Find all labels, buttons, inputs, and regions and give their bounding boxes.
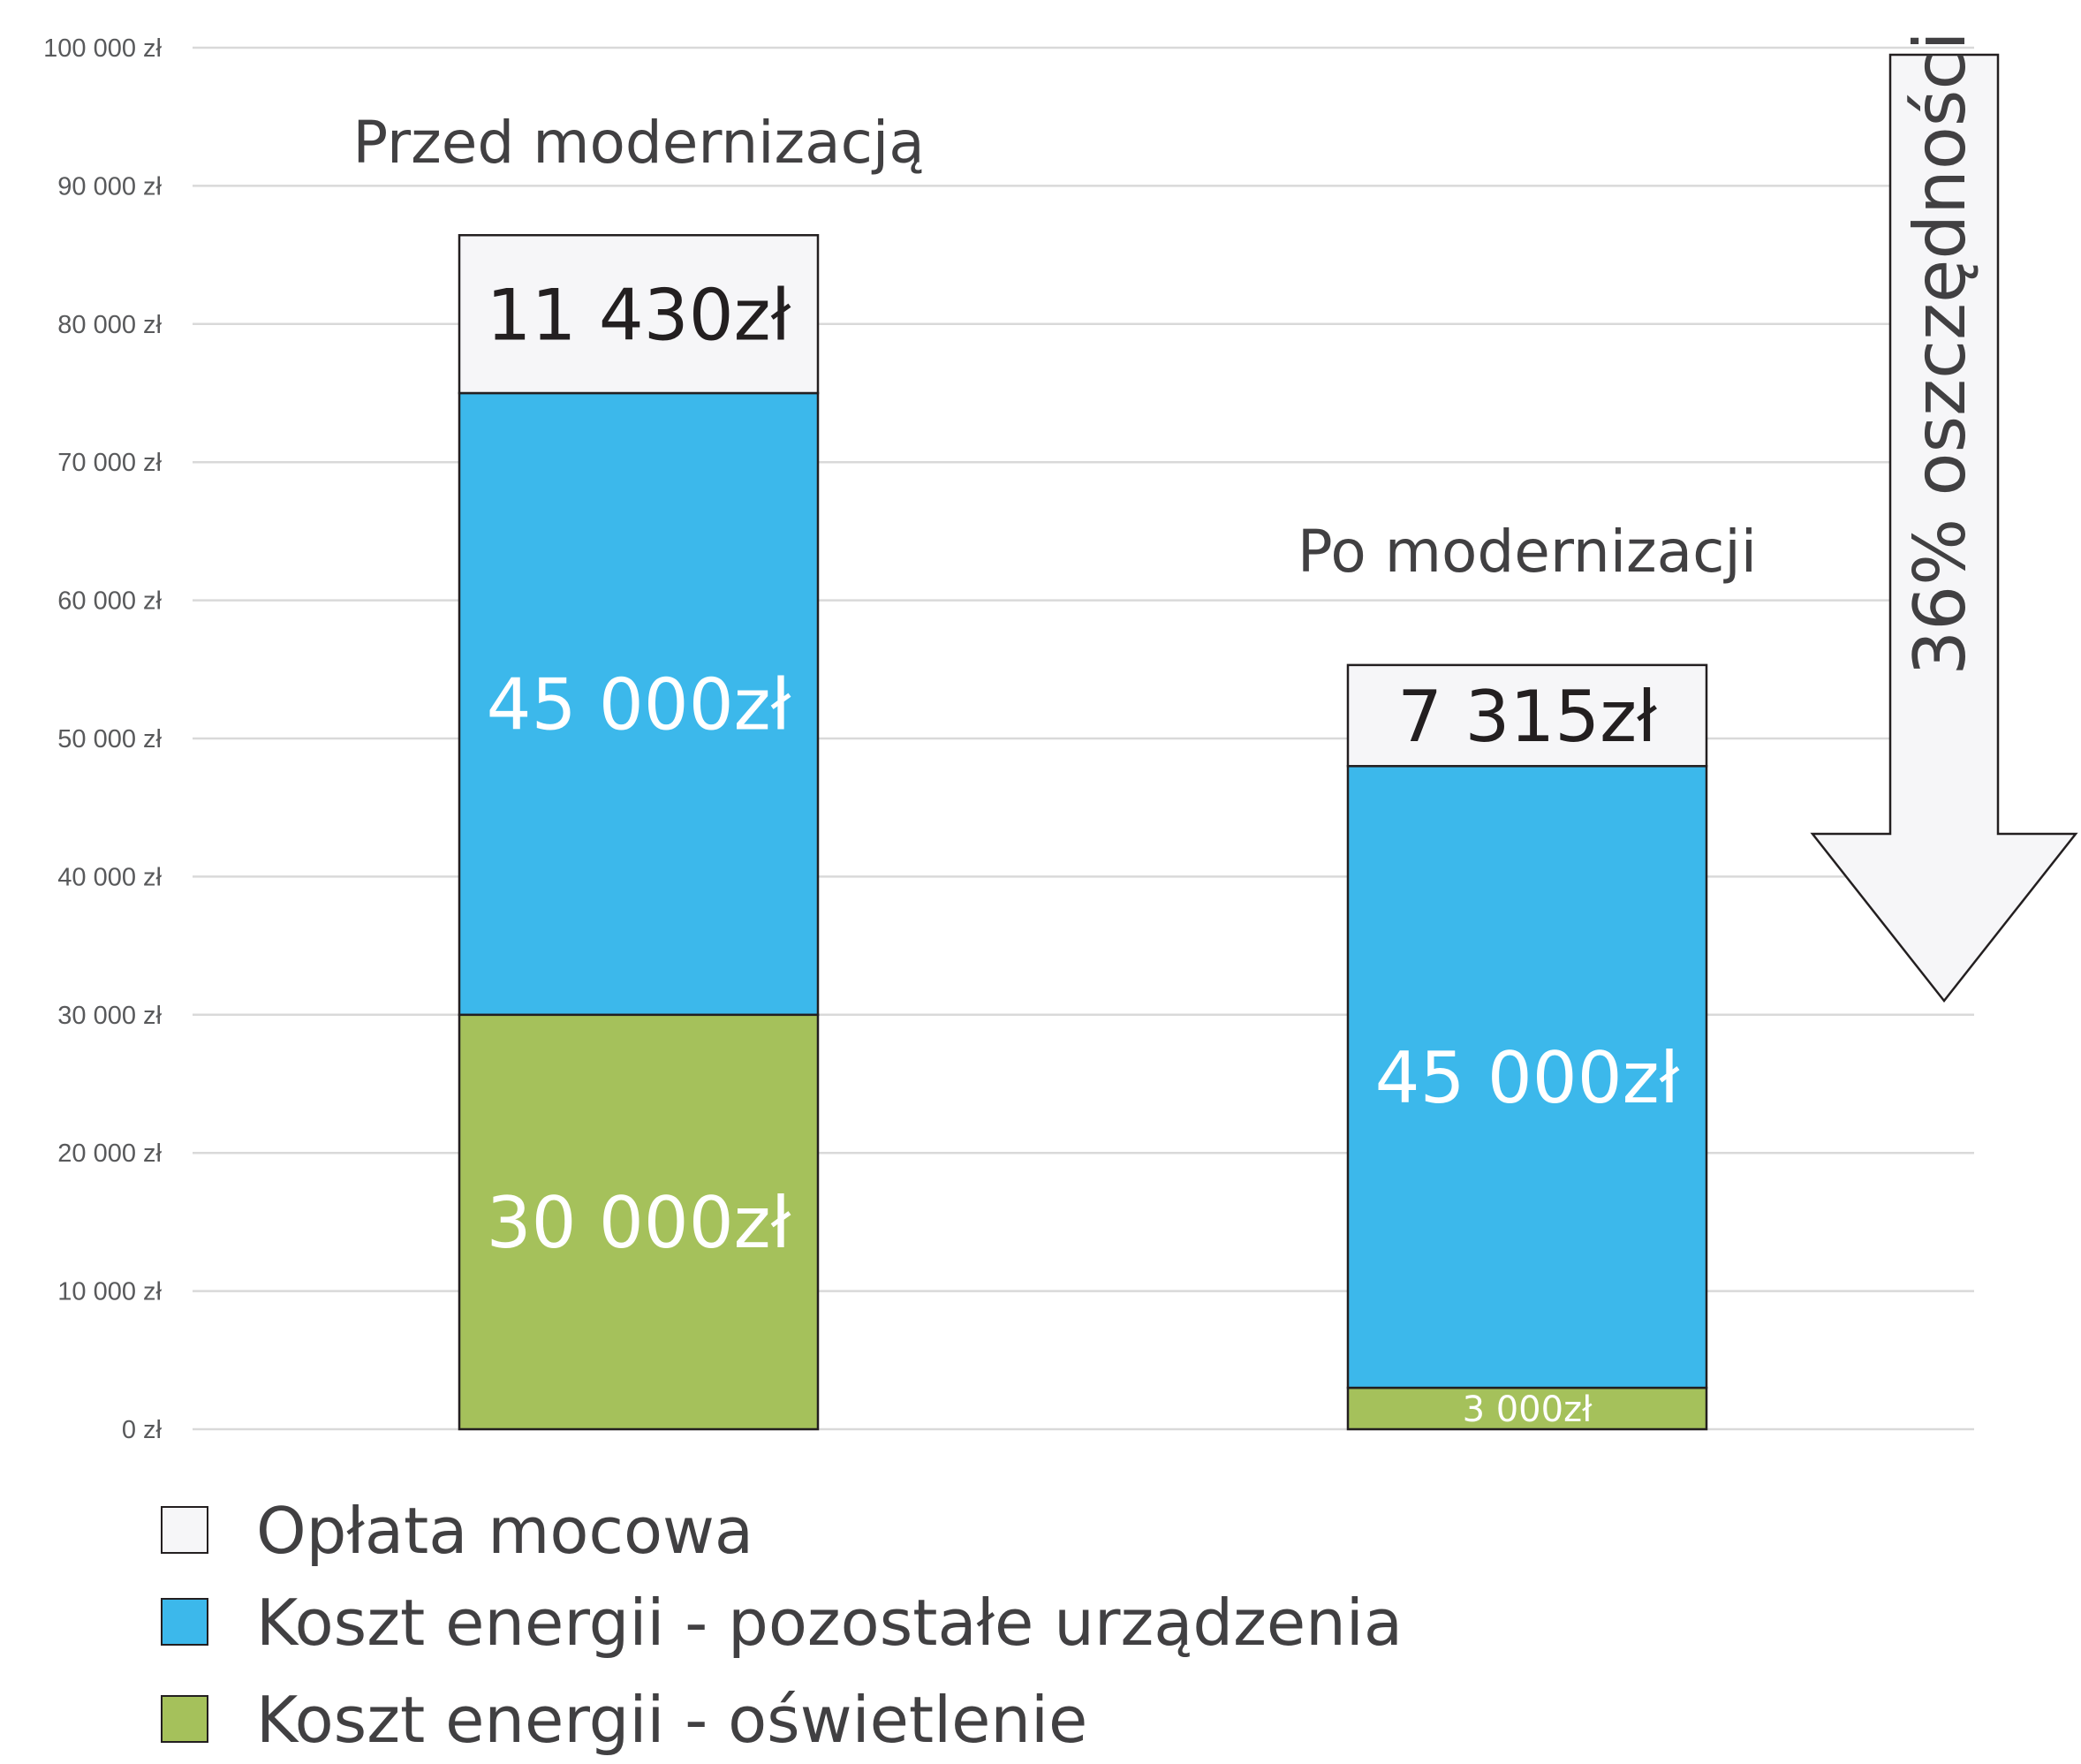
data-label: 45 000zł: [1375, 1037, 1680, 1119]
bar-segment: [458, 391, 820, 1017]
y-tick-label: 30 000 zł: [57, 1002, 162, 1030]
y-tick-label: 100 000 zł: [43, 34, 162, 63]
data-label: 3 000zł: [1463, 1389, 1593, 1430]
data-label: 7 315zł: [1397, 676, 1657, 758]
y-tick-label: 10 000 zł: [57, 1278, 162, 1306]
legend-label: Opłata mocowa: [256, 1494, 753, 1568]
y-axis-ticks: 0 zł 10 000 zł 20 000 zł 30 000 zł 40 000 zł…: [43, 34, 162, 1444]
y-tick-label: 90 000 zł: [57, 172, 162, 201]
y-tick-label: 40 000 zł: [57, 863, 162, 891]
down-arrow-icon: [1810, 53, 2078, 1003]
savings-annotation: 36% oszczędności: [1899, 31, 1981, 675]
data-label: 45 000zł: [487, 664, 791, 746]
y-tick-label: 50 000 zł: [57, 725, 162, 753]
data-label: 30 000zł: [487, 1182, 791, 1264]
legend-swatch: [161, 1506, 208, 1554]
bar-segment: [1346, 663, 1708, 768]
savings-arrow: 36% oszczędności: [1810, 31, 2078, 1003]
category-label: Przed modernizacją: [352, 109, 924, 177]
legend-label: Koszt energii - oświetlenie: [256, 1683, 1087, 1757]
y-tick-label: 70 000 zł: [57, 449, 162, 477]
legend-swatch: [161, 1598, 208, 1646]
y-tick-label: 0 zł: [122, 1416, 163, 1444]
category-label: Po modernizacji: [1298, 518, 1757, 586]
data-label: 11 430zł: [487, 274, 791, 356]
y-tick-label: 80 000 zł: [57, 311, 162, 339]
bar-segment: [458, 233, 820, 395]
bar-segment: [458, 1013, 820, 1431]
y-tick-label: 20 000 zł: [57, 1139, 162, 1168]
y-tick-label: 60 000 zł: [57, 587, 162, 616]
bar-segment: [1346, 1386, 1708, 1431]
legend-label: Koszt energii - pozostałe urządzenia: [256, 1586, 1403, 1660]
legend-swatch: [161, 1695, 208, 1743]
legend: Opłata mocowa Koszt energii - pozostałe u…: [161, 1494, 1403, 1757]
bar-segment: [1346, 765, 1708, 1389]
bars: 30 000zł 45 000zł 11 430zł 3 000zł 45 000zł 7…: [458, 233, 1708, 1431]
category-labels: Przed modernizacją Po modernizacji: [352, 109, 1757, 586]
